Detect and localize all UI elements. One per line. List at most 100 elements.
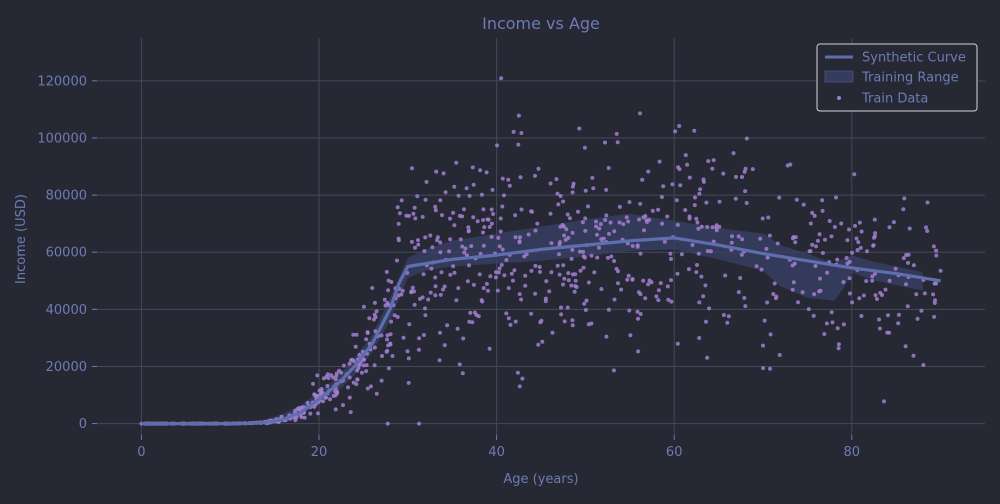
- train-data-point: [520, 376, 525, 381]
- train-data-point: [558, 194, 563, 198]
- train-data-point: [515, 370, 520, 375]
- train-data-point: [911, 263, 916, 268]
- train-data-point: [523, 273, 528, 278]
- train-data-point: [324, 395, 328, 400]
- train-data-point: [413, 245, 417, 250]
- train-data-point: [666, 297, 671, 302]
- train-data-point: [873, 293, 878, 298]
- train-data-point: [406, 213, 411, 218]
- train-data-point: [606, 307, 611, 312]
- train-data-point: [351, 380, 356, 385]
- train-data-point: [496, 235, 501, 240]
- train-data-point: [661, 184, 666, 189]
- train-data-point: [813, 264, 818, 268]
- axes: 0 20 40 60 80 0 20000 40000 60000 80000 100000 1200…: [37, 74, 860, 460]
- train-data-point: [433, 293, 438, 298]
- train-data-point: [500, 204, 505, 209]
- train-data-point: [817, 232, 822, 237]
- train-data-point: [627, 308, 632, 313]
- train-data-point: [670, 182, 675, 187]
- train-data-point: [859, 314, 864, 318]
- train-data-point: [887, 225, 892, 230]
- train-data-point: [530, 209, 534, 214]
- train-data-point: [710, 225, 715, 230]
- train-data-point: [489, 234, 494, 239]
- train-data-point: [740, 175, 744, 179]
- train-data-point: [396, 238, 401, 243]
- train-data-point: [734, 174, 738, 179]
- train-data-point: [386, 366, 391, 371]
- train-data-point: [312, 404, 317, 409]
- train-data-point: [835, 257, 840, 262]
- train-data-point: [643, 296, 648, 301]
- train-data-point: [875, 297, 879, 301]
- train-data-point: [865, 249, 869, 254]
- train-data-point: [599, 287, 604, 291]
- train-data-point: [317, 388, 322, 393]
- train-data-point: [461, 336, 466, 341]
- train-data-point: [480, 299, 485, 304]
- train-data-point: [406, 356, 411, 361]
- train-data-point: [445, 323, 450, 328]
- train-data-point: [428, 290, 433, 295]
- train-data-point: [659, 195, 664, 199]
- train-data-point: [675, 222, 680, 227]
- train-data-point: [372, 312, 377, 317]
- train-data-point: [669, 257, 673, 261]
- train-data-point: [395, 258, 399, 263]
- train-data-point: [452, 270, 457, 275]
- train-data-point: [429, 266, 434, 271]
- legend: Synthetic Curve Training Range Train Dat…: [816, 43, 978, 112]
- y-tick-label: 0: [79, 417, 87, 432]
- train-data-point: [861, 293, 866, 298]
- train-data-point: [736, 234, 741, 239]
- train-data-point: [740, 237, 745, 242]
- train-data-point: [456, 193, 461, 198]
- train-data-point: [705, 249, 710, 253]
- train-data-point: [643, 214, 648, 218]
- train-data-point: [725, 320, 730, 325]
- train-data-point: [841, 322, 846, 327]
- train-data-point: [893, 266, 898, 271]
- train-data-point: [665, 214, 670, 219]
- train-data-point: [729, 240, 734, 245]
- train-data-point: [395, 205, 400, 210]
- train-data-point: [915, 316, 920, 321]
- train-data-point: [692, 203, 697, 208]
- train-data-point: [872, 217, 877, 222]
- train-data-point: [705, 355, 710, 360]
- train-data-point: [924, 225, 928, 230]
- train-data-point: [331, 394, 336, 398]
- legend-band-swatch: [824, 70, 854, 83]
- train-data-point: [465, 279, 470, 284]
- train-data-point: [500, 247, 505, 252]
- train-data-point: [678, 183, 683, 188]
- train-data-point: [421, 333, 426, 337]
- train-data-point: [395, 315, 400, 319]
- train-data-point: [308, 411, 313, 416]
- train-data-point: [877, 326, 882, 331]
- train-data-point: [640, 177, 645, 182]
- train-data-point: [468, 310, 473, 315]
- train-data-point: [423, 197, 428, 202]
- train-data-point: [624, 215, 629, 220]
- train-data-point: [364, 363, 369, 368]
- train-data-point: [462, 250, 467, 255]
- train-data-point: [456, 286, 461, 291]
- train-data-point: [293, 408, 298, 413]
- train-data-point: [506, 316, 511, 321]
- train-data-point: [433, 208, 438, 213]
- train-data-point: [452, 184, 457, 189]
- train-data-point: [822, 332, 827, 336]
- train-data-point: [820, 198, 825, 203]
- train-data-point: [491, 212, 496, 216]
- train-data-point: [642, 228, 646, 233]
- train-data-point: [870, 278, 875, 283]
- train-data-point: [608, 220, 613, 225]
- train-data-point: [570, 190, 575, 195]
- train-data-point: [931, 244, 936, 249]
- train-data-point: [817, 289, 822, 294]
- train-data-point: [511, 129, 516, 134]
- train-data-point: [901, 256, 906, 261]
